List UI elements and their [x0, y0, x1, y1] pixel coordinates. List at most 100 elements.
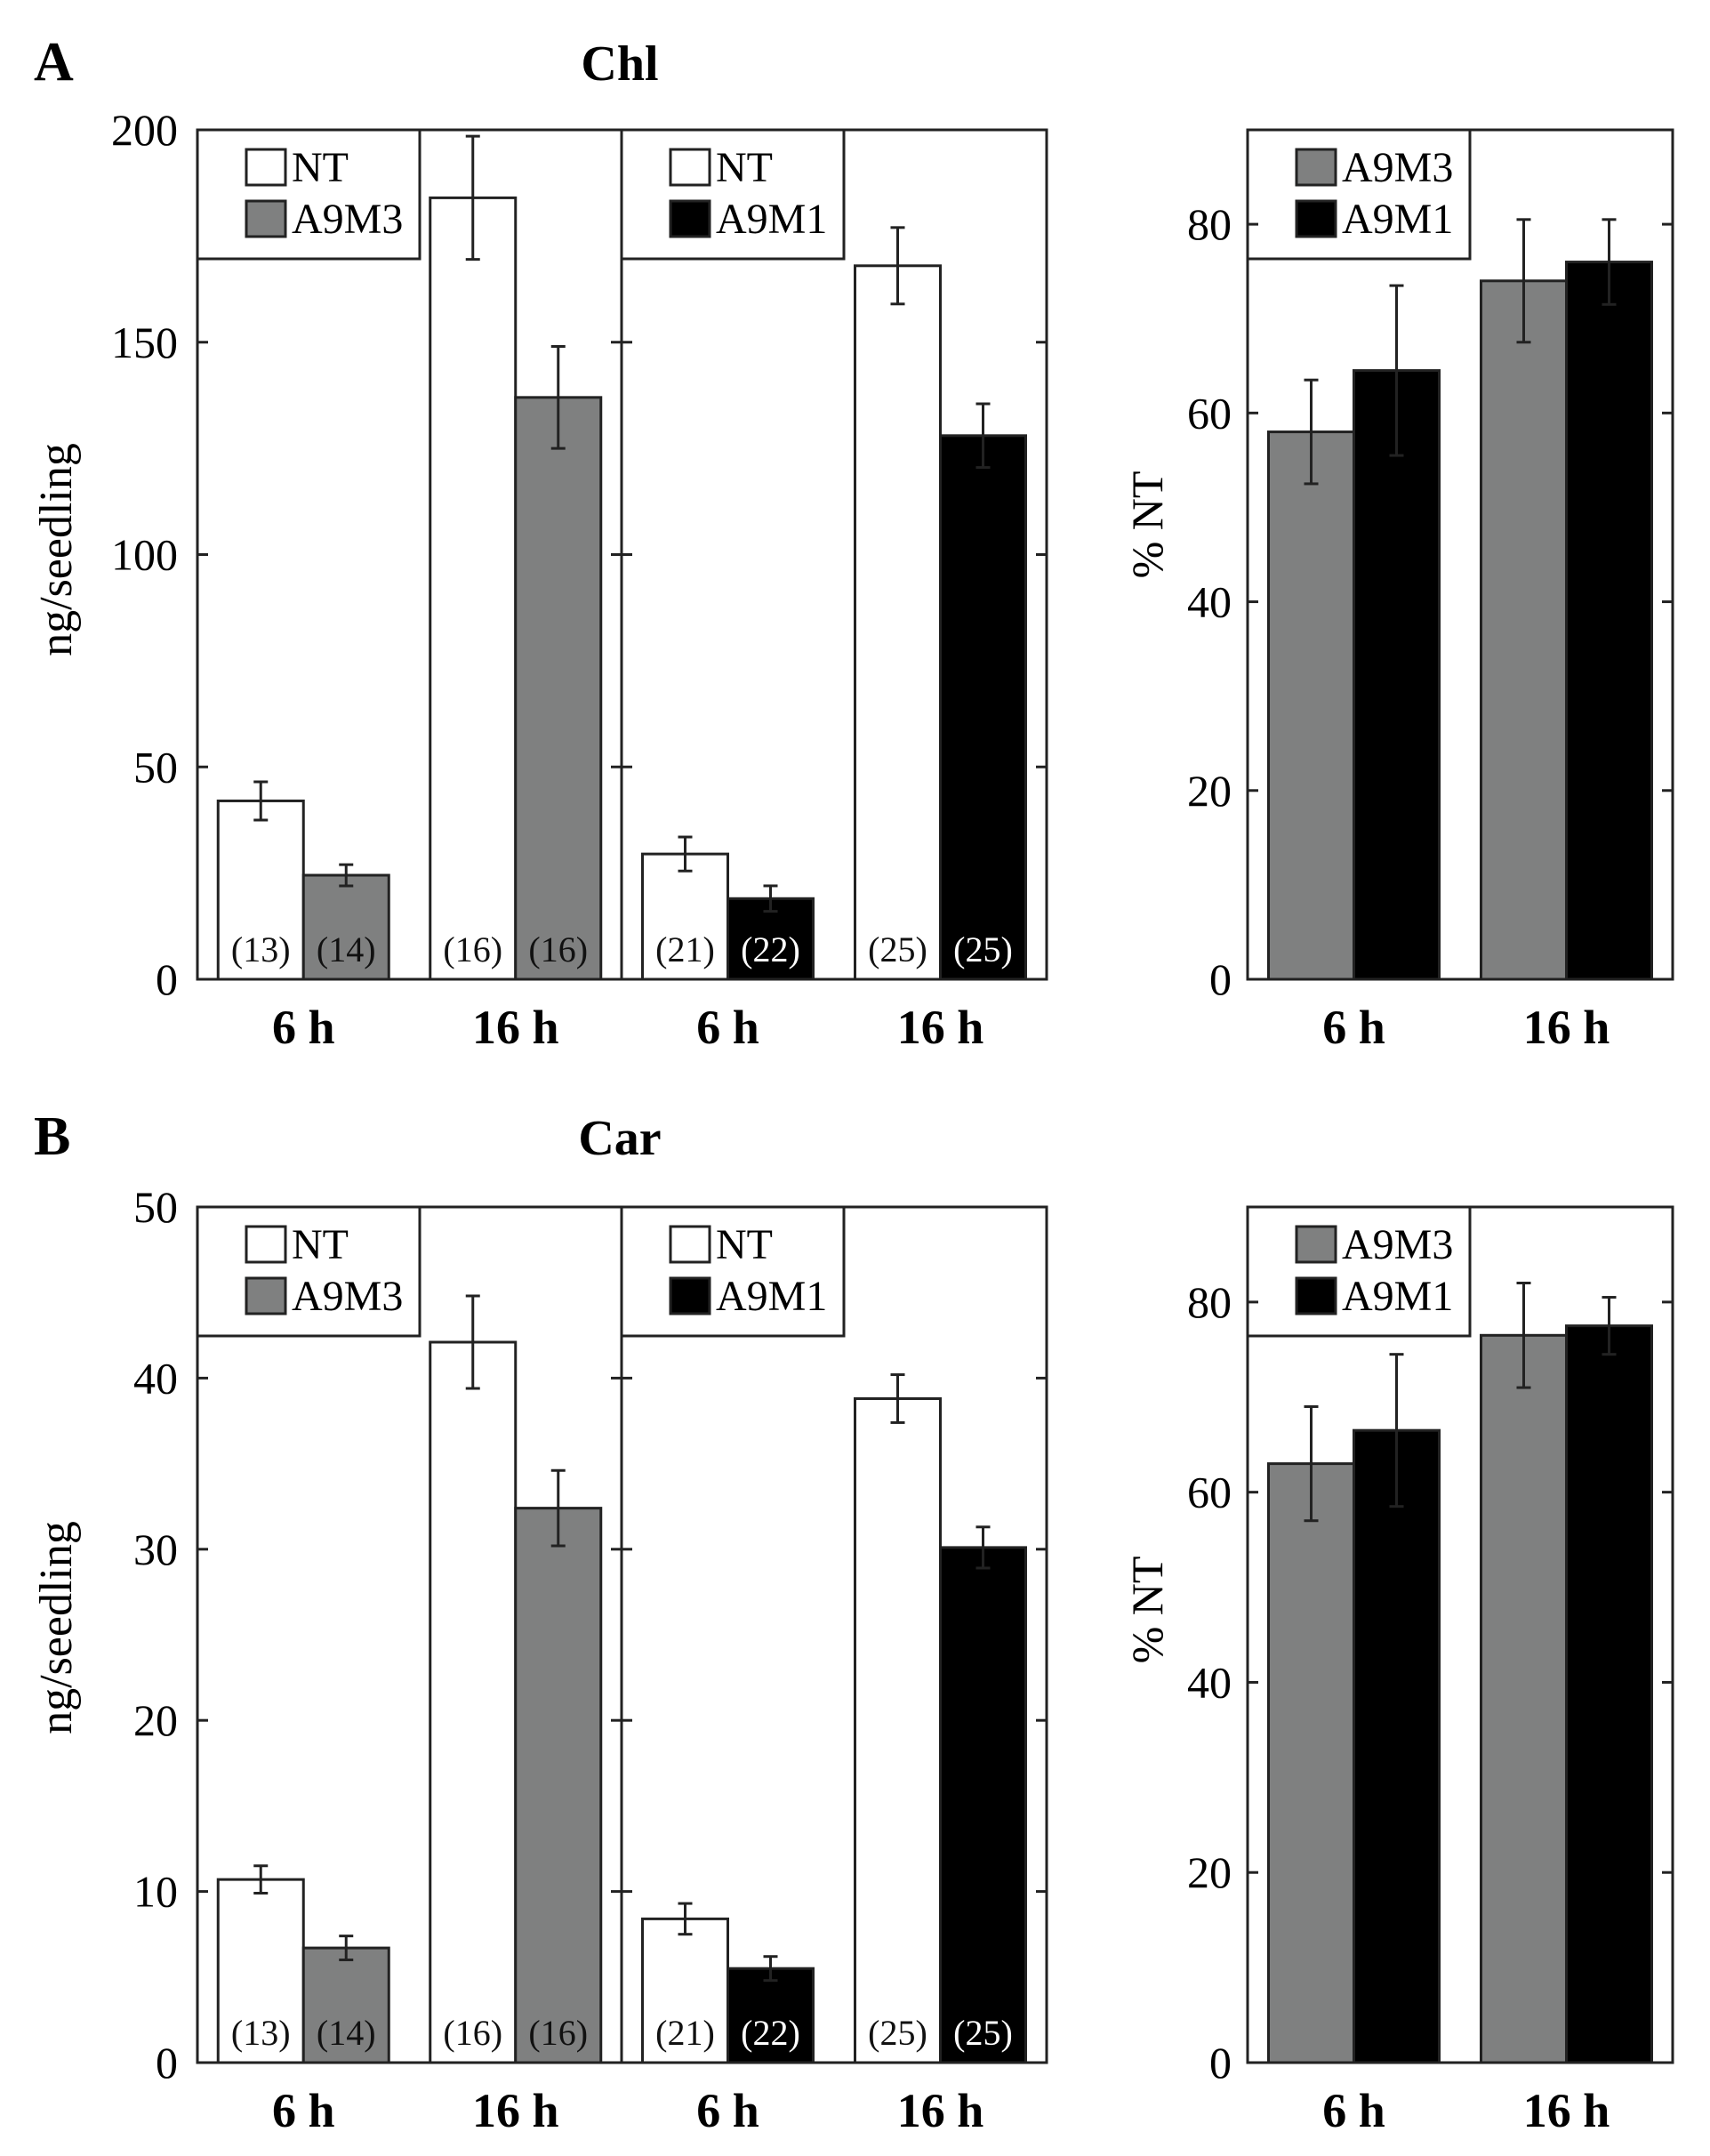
- bar-nt: [429, 196, 518, 981]
- x-tick-labels: 6 h 16 h: [1322, 2084, 1610, 2137]
- section-nt-vs-a9m1: NT A9M1 (21) (22) (25) (25) 6 h 16 h: [620, 128, 1048, 1054]
- chart-title-car: Car: [578, 1111, 661, 1166]
- x-tick-label: 6 h: [1322, 1001, 1385, 1054]
- bar-nt: [854, 1396, 942, 2064]
- legend: NT A9M1: [620, 128, 846, 261]
- y-tick-label: 150: [111, 318, 178, 367]
- y-tick-label: 200: [111, 105, 178, 155]
- bar-a9m3: [1480, 279, 1568, 981]
- legend-box: [196, 1205, 421, 1338]
- bar-a9m1: [1353, 1428, 1441, 2064]
- legend-label-a9m3: A9M3: [292, 196, 403, 243]
- tick-marks: [622, 341, 1047, 768]
- legend-swatch-a9m3: [1295, 148, 1337, 187]
- section-percent: A9M3 A9M1 6 h 16 h: [1246, 128, 1674, 1054]
- y-tick-label: 40: [1187, 1657, 1232, 1707]
- y-axis-label: ng/seedling: [31, 1521, 82, 1734]
- x-tick-labels: 6 h 16 h: [1322, 1001, 1610, 1054]
- legend-label-nt: NT: [292, 1221, 349, 1268]
- legend-box: [1246, 1205, 1472, 1338]
- sample-size-label: (16): [528, 929, 588, 969]
- x-tick-label: 6 h: [696, 1001, 759, 1054]
- tick-marks: [1248, 1300, 1673, 1874]
- sample-size-label: (21): [655, 2013, 715, 2053]
- legend: NT A9M3: [196, 128, 421, 261]
- legend: A9M3 A9M1: [1246, 1205, 1472, 1338]
- legend-swatch-a9m1: [1295, 1276, 1337, 1315]
- section-nt-vs-a9m1: NT A9M1 (21) (22) (25) (25) 6 h 16 h: [620, 1205, 1048, 2137]
- tick-marks: [197, 341, 622, 768]
- bars: (21) (22) (25) (25): [641, 1373, 1027, 2064]
- y-tick-label: 10: [133, 1867, 178, 1917]
- sample-size-label: (16): [528, 2013, 588, 2053]
- y-tick-label: 20: [133, 1695, 178, 1745]
- legend-swatch-a9m3: [245, 199, 287, 238]
- legend-label-a9m1: A9M1: [1342, 1273, 1453, 1320]
- legend-label-a9m1: A9M1: [716, 196, 827, 243]
- sample-size-label: (25): [953, 2013, 1013, 2053]
- bars: (21) (22) (25) (25): [641, 226, 1027, 981]
- x-tick-labels: 6 h 16 h: [272, 2084, 559, 2137]
- section-percent: A9M3 A9M1 6 h 16 h: [1246, 1205, 1674, 2137]
- legend-label-nt: NT: [716, 144, 773, 191]
- x-tick-label: 16 h: [897, 1001, 984, 1054]
- bar-a9m3: [514, 396, 603, 981]
- x-tick-labels: 6 h 16 h: [696, 2084, 983, 2137]
- sample-size-label: (16): [443, 2013, 502, 2053]
- bar-a9m1: [727, 1967, 815, 2064]
- y-tick-label: 0: [1209, 954, 1232, 1004]
- tick-marks: [197, 1376, 622, 1894]
- x-tick-label: 6 h: [1322, 2084, 1385, 2137]
- y-tick-label: 100: [111, 530, 178, 580]
- bars: (13) (14) (16) (16): [216, 1294, 603, 2064]
- bar-a9m1: [939, 1546, 1027, 2064]
- bar-a9m1: [1353, 369, 1441, 981]
- bar-nt: [854, 264, 942, 981]
- tick-marks: [1248, 222, 1673, 792]
- sample-size-label: (14): [317, 2013, 376, 2053]
- y-tick-label: 60: [1187, 388, 1232, 438]
- legend-swatch-a9m3: [1295, 1225, 1337, 1264]
- legend-label-a9m3: A9M3: [1342, 144, 1453, 191]
- y-tick-label: 0: [1209, 2038, 1232, 2088]
- y-tick-label: 0: [156, 954, 178, 1004]
- bar-a9m3: [1267, 430, 1355, 981]
- x-tick-label: 16 h: [897, 2084, 984, 2137]
- x-tick-label: 16 h: [1523, 2084, 1610, 2137]
- x-tick-label: 6 h: [272, 2084, 335, 2137]
- legend-box: [620, 1205, 846, 1338]
- legend-box: [620, 128, 846, 261]
- bar-nt: [216, 799, 305, 981]
- x-tick-label: 6 h: [696, 2084, 759, 2137]
- bar-a9m3: [1267, 1462, 1355, 2064]
- x-tick-label: 6 h: [272, 1001, 335, 1054]
- y-tick-label: 30: [133, 1524, 178, 1574]
- y-tick-label: 50: [133, 742, 178, 792]
- sample-size-label: (22): [741, 929, 800, 969]
- y-tick-label: 40: [1187, 577, 1232, 627]
- y-axis-label: ng/seedling: [31, 443, 82, 656]
- sample-size-label: (25): [868, 929, 927, 969]
- x-tick-labels: 6 h 16 h: [696, 1001, 983, 1054]
- bar-a9m1: [1565, 261, 1653, 981]
- x-tick-label: 16 h: [1523, 1001, 1610, 1054]
- panel-label-a: A: [34, 32, 74, 93]
- legend-swatch-nt: [669, 148, 711, 187]
- y-tick-labels: 0 10 20 30 40 50: [133, 1182, 178, 2088]
- legend-swatch-nt: [245, 148, 287, 187]
- y-tick-label: 50: [133, 1182, 178, 1232]
- sample-size-label: (14): [317, 929, 376, 969]
- y-tick-label: 40: [133, 1353, 178, 1403]
- y-tick-label: 20: [1187, 766, 1232, 816]
- bars: (13) (14) (16) (16): [216, 134, 603, 981]
- tick-marks: [622, 1376, 1047, 1894]
- y-tick-label: 80: [1187, 199, 1232, 249]
- chart-title-chl: Chl: [581, 36, 658, 92]
- sample-size-label: (21): [655, 929, 715, 969]
- panel-b: B Car ng/seedling 0 10 20 30 40 50 NT A9M3 (13…: [31, 1106, 1048, 2137]
- sample-size-label: (13): [231, 929, 291, 969]
- y-axis-label: % NT: [1122, 1557, 1172, 1664]
- x-tick-label: 16 h: [472, 1001, 559, 1054]
- legend-box: [1246, 128, 1472, 261]
- y-axis-label: % NT: [1122, 471, 1172, 579]
